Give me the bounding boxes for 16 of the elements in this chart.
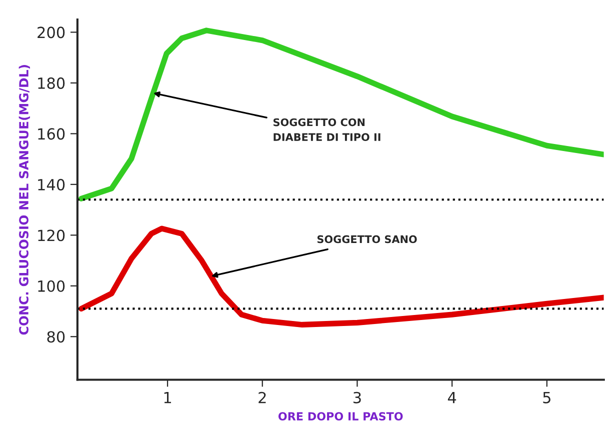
y-tick-label: 180 [38,77,65,89]
y-tick-label: 120 [38,230,65,242]
y-axis-title: CONC. GLUCOSIO NEL SANGUE(MG/DL) [18,65,30,335]
y-tick-label: 100 [38,280,65,292]
annotation: SOGGETTO CON DIABETE DI TIPO II [274,118,380,142]
y-tick-label: 200 [38,26,65,38]
annotation: SOGGETTO SANO [317,235,417,244]
x-tick-label: 3 [354,392,361,404]
x-axis-title: ORE DOPO IL PASTO [278,412,403,420]
x-tick-label: 4 [448,392,456,404]
y-tick-label: 140 [38,178,65,190]
x-tick-label: 5 [543,392,550,404]
y-tick-label: 160 [38,128,65,140]
y-tick-label: 80 [47,331,65,343]
x-tick-label: 1 [164,392,171,404]
x-tick-label: 2 [258,392,266,404]
